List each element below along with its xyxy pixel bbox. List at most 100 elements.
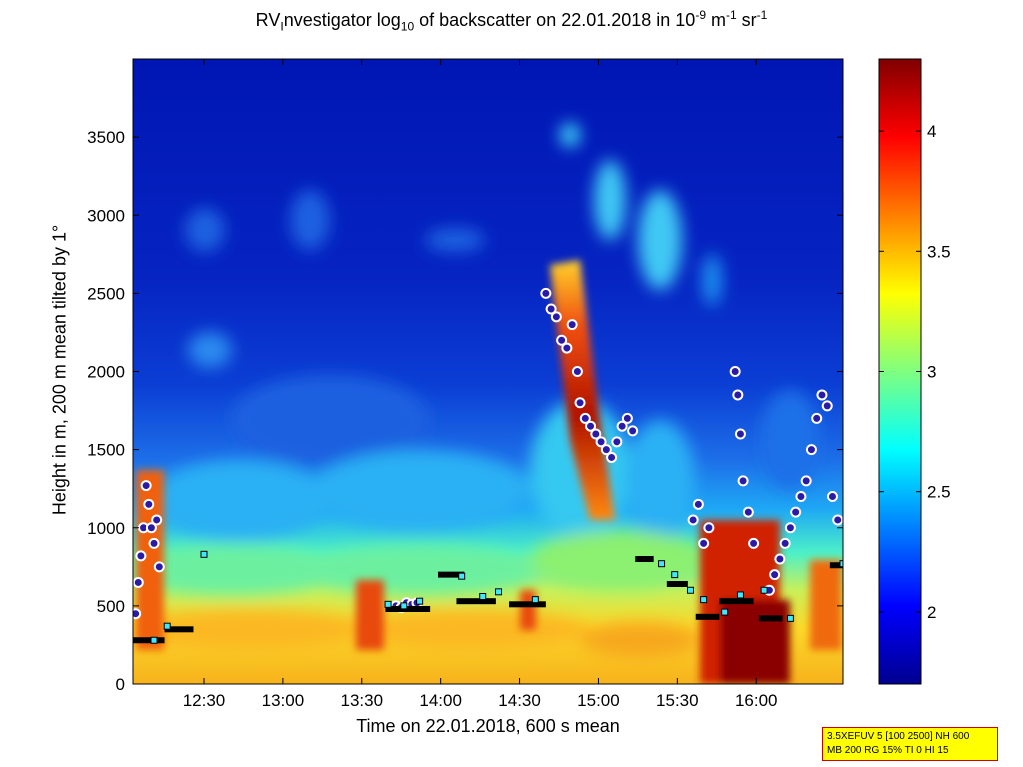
infobox-line-1: 3.5XEFUV 5 [100 2500] NH 600 [827, 731, 970, 742]
cloud-top-marker [574, 397, 586, 409]
cloud-top-marker [774, 553, 786, 565]
cloud-top-marker [832, 514, 843, 526]
cloud-top-marker [550, 311, 562, 323]
cloud-base-square [760, 586, 768, 594]
colorbar-tick-label: 3 [927, 363, 936, 382]
cloud-top-marker [606, 451, 618, 463]
cloud-base-square [721, 608, 729, 616]
colorbar-tick-label: 3.5 [927, 242, 951, 261]
x-tick-label: 13:00 [262, 691, 305, 710]
cloud-base-square [458, 572, 466, 580]
cloud-top-marker [140, 480, 152, 492]
cloud-base-square [416, 597, 424, 605]
cloud-base-square [150, 636, 158, 644]
y-tick-label: 0 [116, 675, 125, 694]
cloud-top-marker [687, 514, 699, 526]
cloud-top-marker [151, 514, 163, 526]
colorbar-tick-label: 2 [927, 603, 936, 622]
cloud-top-marker [821, 400, 833, 412]
cloud-top-marker [600, 444, 612, 456]
cloud-base-square [786, 614, 794, 622]
cloud-top-marker [585, 420, 597, 432]
cloud-top-marker [734, 428, 746, 440]
cloud-top-marker [703, 522, 715, 534]
cloud-base-square [400, 602, 408, 610]
cloud-top-marker [627, 425, 639, 437]
cloud-top-marker [616, 420, 628, 432]
cloud-top-marker [621, 412, 633, 424]
cloud-top-marker [566, 319, 578, 331]
cloud-top-marker [729, 366, 741, 377]
cloud-base-square [479, 593, 487, 600]
cloud-top-marker [153, 561, 165, 573]
cloud-base-square [686, 586, 694, 594]
chart-title: RVInvestigator log10 of backscatter on 2… [255, 8, 768, 34]
y-tick-label: 2500 [87, 284, 125, 303]
cloud-top-marker [811, 412, 823, 424]
cloud-top-marker [769, 569, 781, 581]
x-tick-label: 12:30 [183, 691, 226, 710]
colorbar-axis: 2 2.5 3 3.5 4 [879, 122, 951, 622]
cloud-top-marker [133, 576, 144, 588]
colorbar-tick-label: 2.5 [927, 483, 951, 502]
cloud-base-segment [666, 581, 688, 587]
cloud-top-marker [135, 550, 147, 562]
x-axis: 12:30 13:00 13:30 14:00 14:30 15:00 15:30 16:00 [183, 59, 777, 710]
cloud-top-marker [571, 366, 583, 377]
cloud-base-segment [133, 637, 165, 644]
cloud-base-segment [385, 606, 431, 612]
cloud-top-marker [816, 389, 828, 401]
cloud-base-segment [438, 571, 465, 578]
x-tick-label: 13:30 [341, 691, 384, 710]
cloud-base-segment [635, 556, 654, 562]
cloud-top-marker [748, 537, 760, 549]
x-tick-label: 14:00 [419, 691, 462, 710]
cloud-base-segment [509, 601, 546, 608]
y-axis: 0 500 1000 1500 2000 2500 3000 3500 [87, 128, 843, 694]
y-axis-label: Height in m, 200 m mean tilted by 1° [49, 224, 70, 516]
cloud-top-marker [790, 506, 802, 518]
cloud-top-marker [784, 522, 796, 534]
y-tick-label: 2000 [87, 363, 125, 382]
cloud-top-marker [732, 389, 744, 401]
cloud-base-square [200, 550, 208, 558]
cloud-top-marker [805, 444, 817, 456]
cloud-base-segment [758, 615, 783, 622]
cloud-top-marker [545, 303, 557, 315]
cloud-top-marker [556, 334, 568, 346]
cloud-top-marker [692, 498, 704, 510]
cloud-base-segment [456, 598, 496, 605]
x-tick-label: 14:30 [498, 691, 541, 710]
cloud-top-marker [595, 436, 607, 448]
cloud-base-segment [695, 613, 720, 620]
cloud-top-markers [133, 287, 843, 620]
cloud-top-marker [779, 537, 791, 549]
colorbar-tick-label: 4 [927, 122, 936, 141]
colorbar [878, 58, 922, 685]
cloud-base-segments [133, 556, 843, 644]
infobox-line-2: MB 200 RG 15% TI 0 HI 15 [827, 745, 949, 756]
cloud-top-marker [143, 498, 155, 510]
heatmap-field [133, 59, 843, 684]
cloud-top-marker [540, 287, 552, 299]
cloud-top-marker [795, 491, 807, 502]
cloud-top-marker [698, 537, 710, 549]
settings-infobox: 3.5XEFUV 5 [100 2500] NH 600 MB 200 RG 1… [822, 727, 998, 761]
cloud-base-square [495, 588, 503, 596]
cloud-base-square [700, 596, 708, 604]
y-tick-label: 1500 [87, 441, 125, 460]
cloud-top-marker [590, 428, 602, 440]
cloud-top-marker [133, 608, 142, 620]
cloud-top-marker [800, 475, 812, 487]
y-tick-label: 500 [97, 597, 125, 616]
cloud-base-square [384, 600, 392, 608]
cloud-top-marker [611, 436, 623, 448]
cloud-top-marker [742, 506, 754, 518]
cloud-base-square [658, 560, 666, 568]
cloud-top-marker [148, 537, 160, 549]
cloud-base-segment [164, 626, 194, 633]
cloud-top-marker [826, 491, 838, 502]
cloud-base-square [671, 571, 679, 579]
y-tick-label: 1000 [87, 519, 125, 538]
